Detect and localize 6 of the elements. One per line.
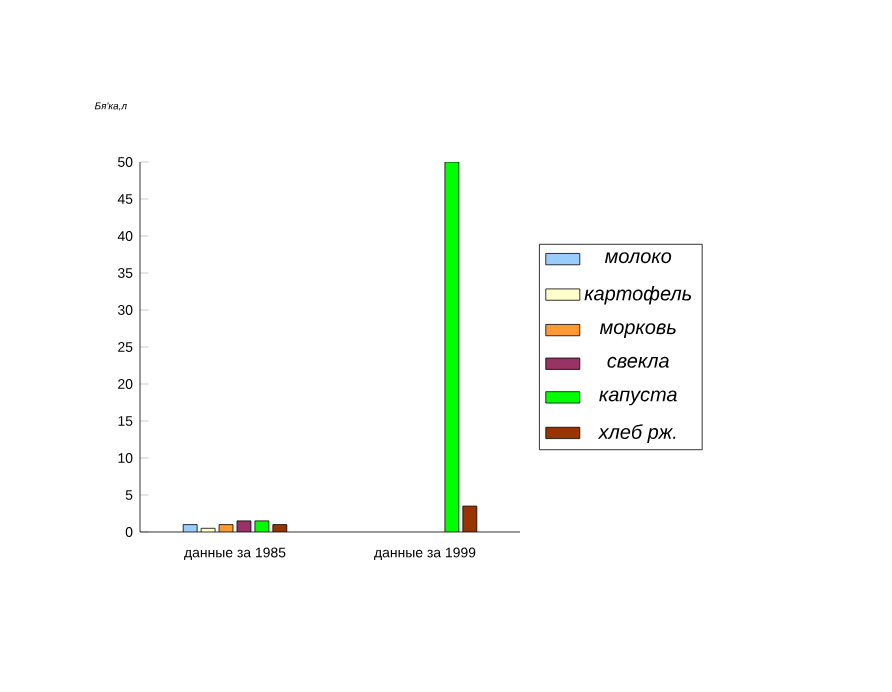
legend-label: капуста — [599, 390, 677, 406]
legend-label: морковь — [599, 323, 676, 339]
legend-label: молоко — [604, 252, 672, 264]
legend-label: картофель — [584, 285, 692, 305]
legend-label: хлеб рж. — [597, 424, 676, 443]
legend-label: свекла — [607, 356, 669, 368]
